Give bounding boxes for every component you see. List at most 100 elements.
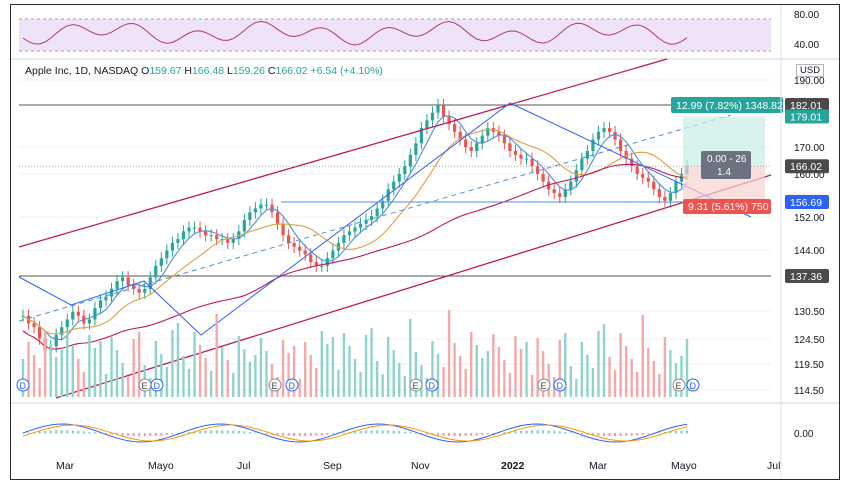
volume-bar <box>464 369 467 397</box>
volume-bar <box>624 346 628 397</box>
macd-histogram-bar <box>531 430 534 434</box>
volume-bar <box>453 343 456 397</box>
candle-body <box>358 223 363 228</box>
close-value: 166.02 <box>275 65 308 77</box>
volume-bar <box>630 359 633 397</box>
macd-histogram-bar <box>580 433 583 435</box>
candle <box>414 137 418 161</box>
candle <box>574 164 578 188</box>
candle <box>292 236 296 253</box>
trend-line <box>18 102 752 336</box>
candle-body <box>137 288 141 293</box>
candle-body <box>574 170 578 182</box>
volume-bar <box>254 355 257 397</box>
macd-histogram-bar <box>569 432 572 434</box>
macd-histogram-bar <box>376 430 379 434</box>
stop-label: 9.31 (5.61%) 750 <box>688 201 769 213</box>
candle-body <box>536 166 540 174</box>
candle-body <box>259 204 263 209</box>
candle-body <box>392 181 396 190</box>
macd-histogram-bar <box>365 430 368 434</box>
volume-bar <box>414 352 418 397</box>
volume-bar <box>503 360 506 397</box>
candle-body <box>370 216 374 220</box>
ratio-top-label: 0.00 - 26 <box>707 154 747 165</box>
macd-histogram-bar <box>326 433 329 435</box>
candle-body <box>248 212 252 220</box>
macd-histogram-bar <box>320 433 323 436</box>
volume-bar <box>287 353 290 397</box>
candle <box>54 328 58 353</box>
macd-histogram-bar <box>475 433 478 436</box>
stop-label-box <box>683 199 771 214</box>
candle-body <box>126 277 130 286</box>
candle <box>419 121 423 150</box>
macd-histogram-bar <box>160 433 163 436</box>
volume-bar <box>420 365 423 397</box>
volume-bar <box>110 337 113 397</box>
macd-histogram-bar <box>680 430 683 434</box>
candle <box>591 133 595 158</box>
volume-bar <box>204 358 207 397</box>
volume-bar <box>530 375 534 397</box>
candle-body <box>552 189 556 194</box>
price-axis-label: 182.01 <box>790 100 822 112</box>
channel-lower-line <box>55 174 772 399</box>
candle-body <box>558 193 562 197</box>
macd-histogram-bar <box>614 433 617 437</box>
volume-bar <box>492 334 495 397</box>
macd-histogram-bar <box>221 430 224 434</box>
currency-badge[interactable]: USD <box>796 64 825 77</box>
candle-body <box>419 128 423 144</box>
macd-histogram-bar <box>110 433 113 435</box>
candle-body <box>497 131 501 136</box>
macd-histogram-bar <box>564 431 567 434</box>
macd-histogram-bar <box>121 433 124 436</box>
price-chart[interactable]: 80.00 40.00 190.00 170.00 160.00 152.00 144.00… <box>11 5 839 479</box>
volume-bar <box>658 374 661 397</box>
candle-body <box>71 311 75 320</box>
rsi-tick-label: 80.00 <box>794 10 819 21</box>
candle <box>154 259 158 284</box>
symbol-label: Apple Inc, 1D, NASDAQ <box>25 65 139 77</box>
candle <box>342 229 346 250</box>
candle <box>358 217 363 234</box>
candle <box>275 206 280 230</box>
candle <box>320 259 324 273</box>
macd-histogram-bar <box>237 430 240 434</box>
macd-histogram-bar <box>514 431 517 434</box>
volume-bar <box>613 370 617 397</box>
volume-bar <box>392 350 395 397</box>
macd-histogram-bar <box>359 430 362 434</box>
macd-histogram-bar <box>204 430 207 434</box>
earnings-marker: E <box>676 381 682 391</box>
open-value: 159.67 <box>149 65 182 77</box>
volume-bar <box>353 359 357 397</box>
candle <box>663 190 667 207</box>
volume-bar <box>431 341 434 397</box>
candle <box>192 221 197 234</box>
volume-bar <box>88 335 91 397</box>
candle-body <box>309 254 313 263</box>
macd-histogram-bar <box>558 431 561 434</box>
macd-histogram-bar <box>293 433 296 437</box>
x-axis-label: Mayo <box>148 460 174 472</box>
volume-bar <box>669 350 672 397</box>
macd-histogram-bar <box>243 431 246 434</box>
candle-body <box>381 200 385 209</box>
candle-body <box>668 193 672 201</box>
macd-histogram-bar <box>282 433 285 436</box>
volume-bar <box>320 331 323 397</box>
candle <box>558 186 562 204</box>
volume-bar <box>248 362 252 397</box>
channel-upper-line <box>18 58 668 248</box>
candle <box>231 232 235 250</box>
volume-bar <box>226 360 229 397</box>
price-tick-label: 124.50 <box>794 335 825 346</box>
candle-body <box>453 124 457 132</box>
candle-body <box>65 319 69 328</box>
volume-bar <box>636 372 639 397</box>
candle <box>126 271 130 292</box>
volume-bar <box>38 368 41 397</box>
candle <box>76 305 80 322</box>
